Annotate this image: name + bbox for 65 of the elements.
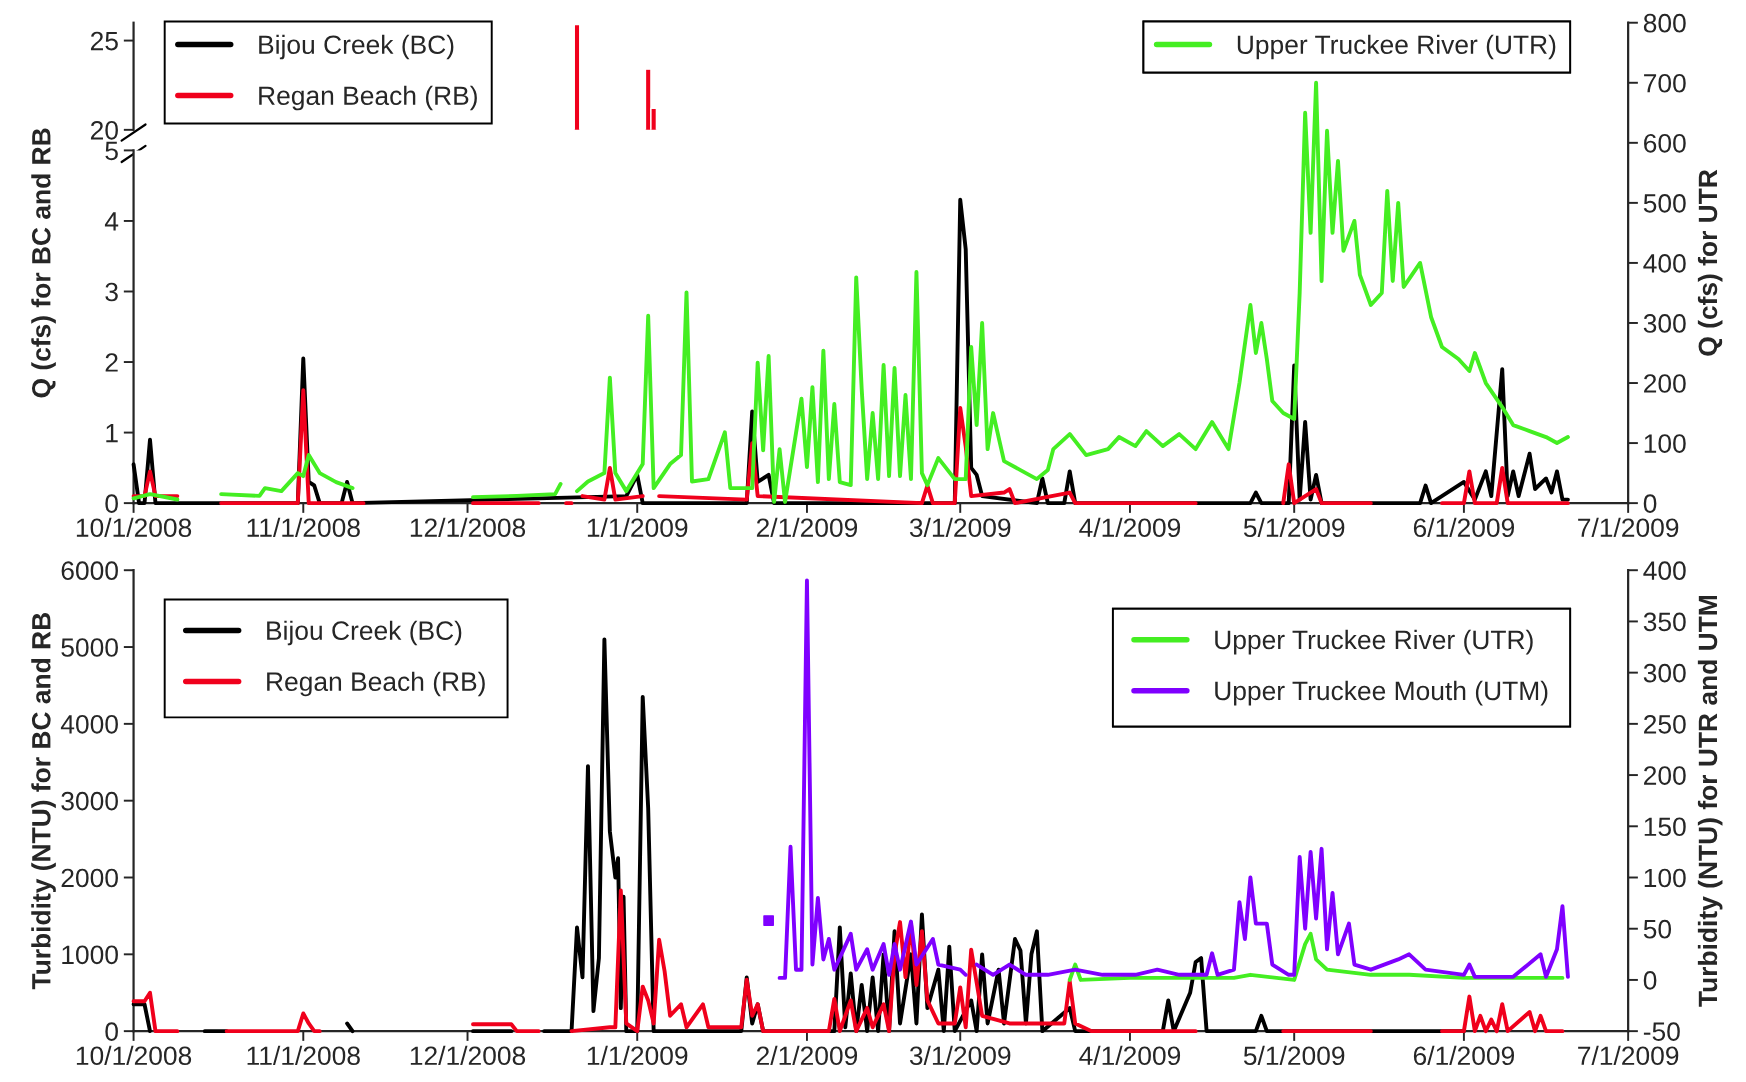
x-tick-label: 5/1/2009: [1243, 517, 1345, 538]
x-tick-label: 11/1/2008: [247, 517, 360, 538]
y2-tick-label: 200: [1644, 374, 1686, 393]
x-tick-label: 1/1/2009: [587, 517, 688, 538]
y2-tick-label: 250: [1644, 714, 1686, 734]
x-tick-label: 1/1/2009: [587, 1045, 688, 1066]
y-axis-title: Turbidity (NTU) for BC and RB: [31, 613, 56, 990]
x-tick-label: 12/1/2008: [410, 1045, 526, 1066]
legend-label: Upper Truckee River (UTR): [1215, 629, 1533, 655]
y-tick-label: 5: [105, 141, 118, 161]
y2-tick-label: 0: [1643, 971, 1657, 990]
x-tick-label: 6/1/2009: [1413, 517, 1515, 538]
x-tick-label: 7/1/2009: [1578, 517, 1679, 538]
y-tick-label: 2: [105, 353, 118, 372]
x-tick-label: 5/1/2009: [1243, 1045, 1345, 1066]
y2-axis-title: Turbidity (NTU) for UTR and UTM: [1697, 595, 1723, 1007]
x-tick-label: 12/1/2008: [410, 517, 526, 538]
y-tick-label: 1: [106, 423, 118, 443]
y2-tick-label: 0: [1643, 494, 1657, 513]
y2-tick-label: 300: [1643, 314, 1686, 333]
x-tick-label: 4/1/2009: [1079, 1045, 1181, 1066]
y2-axis-title: Q (cfs) for UTR: [1697, 169, 1723, 356]
y-tick-label: 6000: [61, 561, 118, 581]
y-tick-label: 20: [90, 120, 118, 140]
y-tick-label: 3000: [61, 791, 118, 811]
y2-tick-label: 100: [1644, 434, 1686, 453]
y2-tick-label: 200: [1644, 766, 1686, 785]
legend-label: Bijou Creek (BC): [259, 34, 454, 60]
y2-tick-label: 100: [1644, 868, 1686, 888]
x-tick-label: 7/1/2009: [1578, 1045, 1679, 1066]
legend-label: Bijou Creek (BC): [267, 620, 462, 646]
y-tick-label: 0: [105, 1022, 118, 1041]
y2-tick-label: 350: [1643, 612, 1686, 632]
y-tick-label: 4000: [60, 714, 118, 734]
y-tick-label: 2000: [61, 868, 118, 888]
y2-tick-label: 600: [1644, 133, 1686, 153]
x-tick-label: 6/1/2009: [1413, 1045, 1515, 1066]
y-tick-label: 25: [90, 31, 118, 51]
legend-label: Upper Truckee Mouth (UTM): [1215, 680, 1548, 706]
y2-tick-label: 400: [1643, 254, 1686, 273]
y2-tick-label: 700: [1644, 73, 1686, 93]
x-tick-label: 4/1/2009: [1079, 517, 1181, 538]
x-tick-label: 10/1/2008: [76, 1045, 192, 1066]
legend-label: Regan Beach (RB): [267, 671, 485, 697]
y2-tick-label: 150: [1644, 817, 1686, 837]
legend-label: Upper Truckee River (UTR): [1237, 34, 1556, 60]
y2-tick-label: 400: [1643, 561, 1686, 581]
legend-label: Regan Beach (RB): [259, 85, 477, 111]
y2-tick-label: 50: [1643, 919, 1672, 939]
y2-tick-label: 500: [1643, 194, 1686, 213]
y-tick-label: 1000: [62, 945, 118, 965]
x-tick-label: 3/1/2009: [909, 517, 1011, 538]
x-tick-label: 3/1/2009: [909, 1045, 1011, 1066]
y2-tick-label: 300: [1643, 663, 1686, 683]
y2-tick-label: 800: [1643, 13, 1686, 33]
x-tick-label: 2/1/2009: [756, 517, 858, 538]
y-tick-label: 5000: [61, 638, 118, 657]
x-tick-label: 2/1/2009: [756, 1045, 858, 1066]
x-tick-label: 11/1/2008: [247, 1045, 360, 1066]
x-tick-label: 10/1/2008: [76, 517, 192, 538]
y-tick-label: 4: [104, 212, 119, 231]
y-tick-label: 3: [105, 282, 118, 302]
y-tick-label: 0: [105, 494, 118, 513]
y2-tick-label: -50: [1643, 1022, 1680, 1041]
y-axis-title: Q (cfs) for BC and RB: [31, 128, 56, 398]
